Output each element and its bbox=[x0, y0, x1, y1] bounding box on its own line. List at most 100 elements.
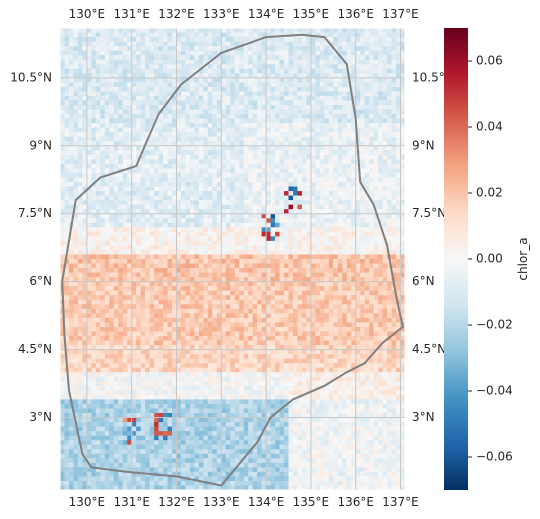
heatmap-cell bbox=[77, 186, 83, 192]
heatmap-cell bbox=[234, 77, 240, 83]
heatmap-cell bbox=[396, 263, 401, 269]
heatmap-cell bbox=[207, 100, 213, 106]
heatmap-cell bbox=[310, 263, 316, 269]
heatmap-cell bbox=[405, 259, 410, 264]
heatmap-cell bbox=[310, 313, 316, 319]
heatmap-cell bbox=[234, 272, 240, 278]
heatmap-cell bbox=[297, 114, 303, 119]
heatmap-cell bbox=[301, 68, 307, 74]
heatmap-cell bbox=[257, 191, 262, 196]
heatmap-cell bbox=[77, 304, 83, 310]
heatmap-cell bbox=[252, 290, 258, 296]
heatmap-cell bbox=[140, 95, 146, 101]
heatmap-cell bbox=[284, 227, 289, 233]
heatmap-cell bbox=[77, 95, 83, 101]
heatmap-cell bbox=[252, 259, 258, 264]
heatmap-cell bbox=[243, 204, 249, 210]
heatmap-cell bbox=[100, 259, 106, 264]
heatmap-cell bbox=[351, 127, 357, 133]
heatmap-cell bbox=[364, 213, 370, 219]
heatmap-cell bbox=[292, 114, 298, 119]
heatmap-cell bbox=[86, 37, 92, 42]
heatmap-cell bbox=[333, 295, 339, 301]
heatmap-cell bbox=[373, 46, 379, 51]
heatmap-cell bbox=[140, 50, 146, 56]
heatmap-cell bbox=[382, 105, 388, 110]
heatmap-cell bbox=[346, 64, 352, 70]
heatmap-cell bbox=[207, 37, 213, 42]
heatmap-cell bbox=[145, 114, 150, 119]
heatmap-cell bbox=[400, 204, 405, 210]
heatmap-cell bbox=[261, 145, 267, 151]
heatmap-cell bbox=[297, 304, 303, 310]
heatmap-cell bbox=[118, 222, 124, 228]
heatmap-cell bbox=[248, 64, 253, 70]
heatmap-cell bbox=[91, 118, 97, 124]
heatmap-cell bbox=[382, 32, 388, 38]
heatmap-cell bbox=[315, 55, 321, 61]
heatmap-cell bbox=[396, 159, 401, 165]
heatmap-cell bbox=[203, 213, 209, 219]
heatmap-cell bbox=[73, 254, 79, 260]
heatmap-cell bbox=[140, 28, 146, 33]
heatmap-cell bbox=[306, 68, 312, 74]
heatmap-cell bbox=[113, 240, 119, 246]
heatmap-cell bbox=[221, 109, 227, 115]
heatmap-cell bbox=[297, 163, 303, 169]
heatmap-cell bbox=[185, 159, 191, 165]
heatmap-cell bbox=[172, 64, 177, 70]
heatmap-cell bbox=[221, 281, 227, 287]
heatmap-cell bbox=[68, 132, 74, 138]
heatmap-cell bbox=[216, 299, 222, 305]
heatmap-cell bbox=[270, 268, 276, 273]
heatmap-cell bbox=[257, 299, 262, 305]
heatmap-cell bbox=[230, 195, 236, 201]
heatmap-cell bbox=[127, 163, 132, 169]
heatmap-cell bbox=[301, 150, 307, 156]
heatmap-cell bbox=[261, 231, 267, 237]
heatmap-cell bbox=[109, 64, 115, 70]
heatmap-cell bbox=[310, 159, 316, 165]
heatmap-cell bbox=[86, 295, 92, 301]
heatmap-cell bbox=[91, 163, 97, 169]
heatmap-cell bbox=[301, 172, 307, 178]
heatmap-cell bbox=[369, 163, 374, 169]
heatmap-cell bbox=[234, 177, 240, 183]
heatmap-cell bbox=[252, 286, 258, 292]
heatmap-cell bbox=[230, 259, 236, 264]
heatmap-cell bbox=[131, 77, 137, 83]
heatmap-cell bbox=[346, 204, 352, 210]
heatmap-cell bbox=[185, 231, 191, 237]
heatmap-cell bbox=[113, 163, 119, 169]
heatmap-cell bbox=[163, 249, 168, 255]
heatmap-cell bbox=[158, 141, 164, 147]
heatmap-cell bbox=[243, 91, 249, 97]
heatmap-cell bbox=[239, 68, 244, 74]
heatmap-cell bbox=[248, 290, 253, 296]
heatmap-cell bbox=[140, 263, 146, 269]
heatmap-cell bbox=[91, 132, 97, 138]
heatmap-cell bbox=[315, 50, 321, 56]
heatmap-cell bbox=[167, 109, 173, 115]
heatmap-cell bbox=[355, 82, 361, 88]
heatmap-cell bbox=[288, 240, 294, 246]
heatmap-cell bbox=[355, 231, 361, 237]
heatmap-cell bbox=[275, 236, 280, 242]
heatmap-cell bbox=[158, 254, 164, 260]
heatmap-cell bbox=[351, 59, 357, 65]
heatmap-cell bbox=[122, 172, 128, 178]
heatmap-cell bbox=[387, 200, 392, 205]
heatmap-cell bbox=[337, 286, 343, 292]
heatmap-cell bbox=[163, 141, 168, 147]
heatmap-cell bbox=[360, 127, 365, 133]
heatmap-cell bbox=[185, 59, 191, 65]
heatmap-cell bbox=[364, 37, 370, 42]
heatmap-cell bbox=[198, 272, 204, 278]
heatmap-cell bbox=[60, 313, 65, 319]
heatmap-cell bbox=[64, 172, 70, 178]
heatmap-cell bbox=[319, 304, 325, 310]
heatmap-cell bbox=[387, 313, 392, 319]
heatmap-cell bbox=[396, 182, 401, 187]
heatmap-cell bbox=[136, 118, 141, 124]
heatmap-cell bbox=[230, 299, 236, 305]
